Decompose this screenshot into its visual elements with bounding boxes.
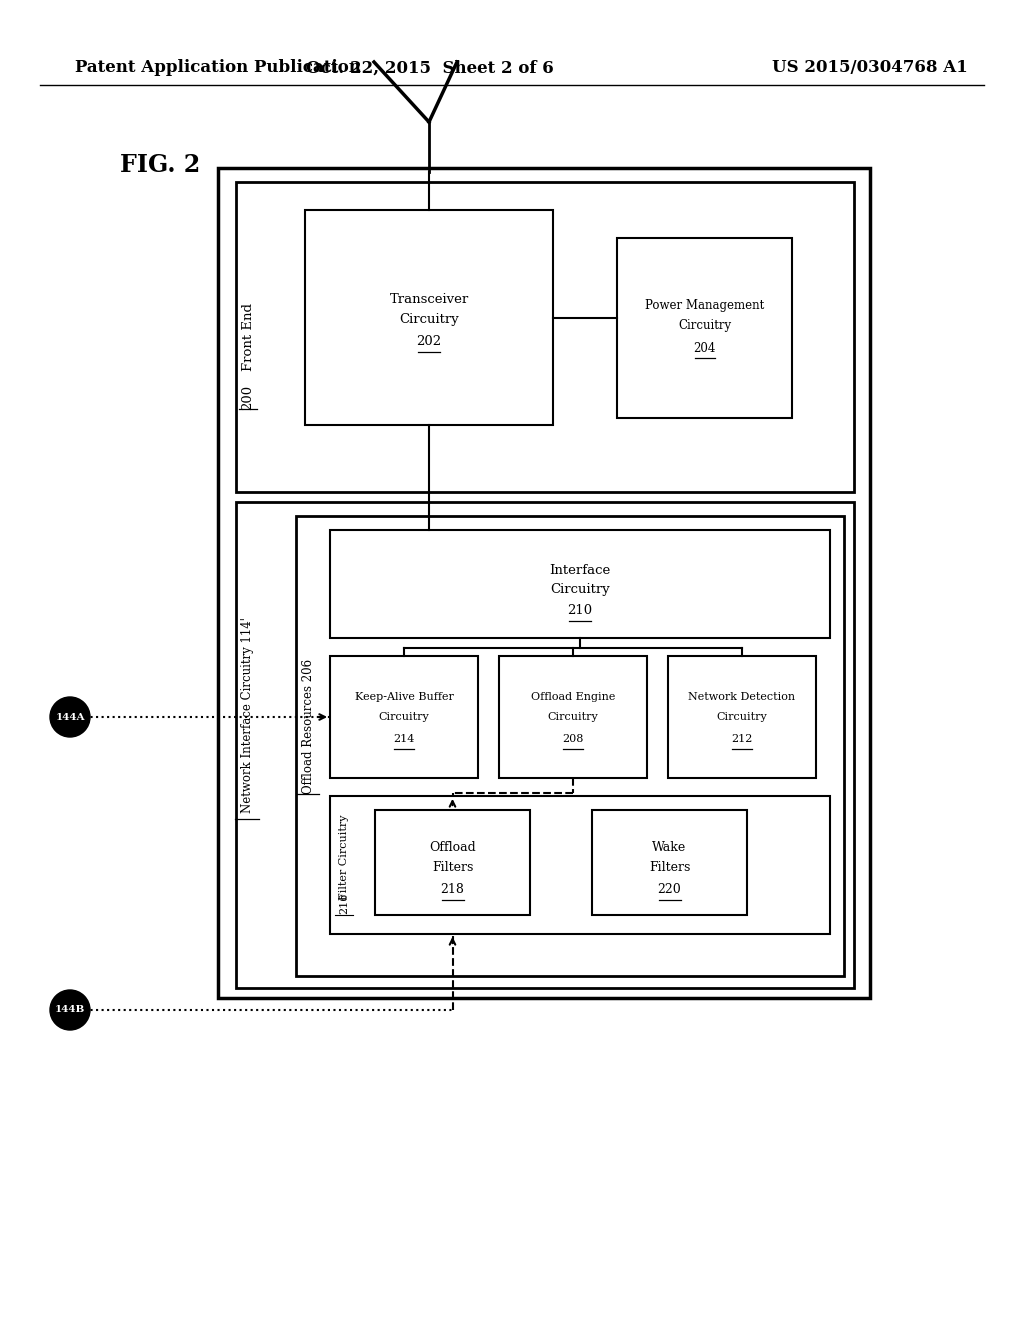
Bar — [592, 810, 746, 915]
Text: FIG. 2: FIG. 2 — [120, 153, 201, 177]
Bar — [330, 531, 830, 638]
Text: Circuitry: Circuitry — [717, 711, 767, 722]
Text: 144A: 144A — [55, 713, 85, 722]
Bar — [375, 810, 530, 915]
Text: Front End: Front End — [242, 304, 255, 371]
Text: 208: 208 — [562, 734, 584, 744]
Text: Circuitry: Circuitry — [379, 711, 429, 722]
Text: Filters: Filters — [649, 861, 690, 874]
Circle shape — [50, 697, 90, 737]
Text: Offload: Offload — [429, 841, 476, 854]
Text: 212: 212 — [731, 734, 753, 744]
Text: Patent Application Publication: Patent Application Publication — [75, 59, 360, 77]
Text: 204: 204 — [693, 342, 716, 355]
Bar — [499, 656, 647, 777]
Bar — [617, 238, 792, 418]
Text: Circuitry: Circuitry — [550, 583, 610, 597]
Bar — [330, 656, 478, 777]
Text: Keep-Alive Buffer: Keep-Alive Buffer — [354, 692, 454, 702]
Text: Network Interface Circuitry 114': Network Interface Circuitry 114' — [241, 616, 254, 813]
Text: Interface: Interface — [549, 564, 610, 577]
Text: Circuitry: Circuitry — [678, 319, 731, 333]
Bar — [236, 182, 854, 492]
Text: 210: 210 — [567, 605, 593, 618]
Bar — [296, 516, 844, 975]
Bar — [330, 796, 830, 935]
Text: Filters: Filters — [432, 861, 473, 874]
Bar — [305, 210, 553, 425]
Text: 218: 218 — [440, 883, 465, 896]
Text: Power Management: Power Management — [645, 300, 764, 313]
Text: Circuitry: Circuitry — [548, 711, 598, 722]
Text: 216: 216 — [339, 892, 349, 913]
Text: Offload Engine: Offload Engine — [530, 692, 615, 702]
Text: 220: 220 — [657, 883, 681, 896]
Text: 202: 202 — [417, 335, 441, 348]
Bar — [236, 502, 854, 987]
Text: Oct. 22, 2015  Sheet 2 of 6: Oct. 22, 2015 Sheet 2 of 6 — [306, 59, 554, 77]
Text: Transceiver: Transceiver — [389, 293, 469, 306]
Text: 214: 214 — [393, 734, 415, 744]
Text: Filter Circuitry: Filter Circuitry — [339, 814, 349, 900]
Bar — [218, 168, 870, 998]
Text: US 2015/0304768 A1: US 2015/0304768 A1 — [772, 59, 968, 77]
Bar — [668, 656, 816, 777]
Text: Network Detection: Network Detection — [688, 692, 796, 702]
Text: 144B: 144B — [55, 1006, 85, 1015]
Text: Wake: Wake — [652, 841, 687, 854]
Circle shape — [50, 990, 90, 1030]
Text: Offload Resources 206: Offload Resources 206 — [301, 659, 314, 793]
Text: 200: 200 — [242, 384, 255, 409]
Text: Circuitry: Circuitry — [399, 313, 459, 326]
